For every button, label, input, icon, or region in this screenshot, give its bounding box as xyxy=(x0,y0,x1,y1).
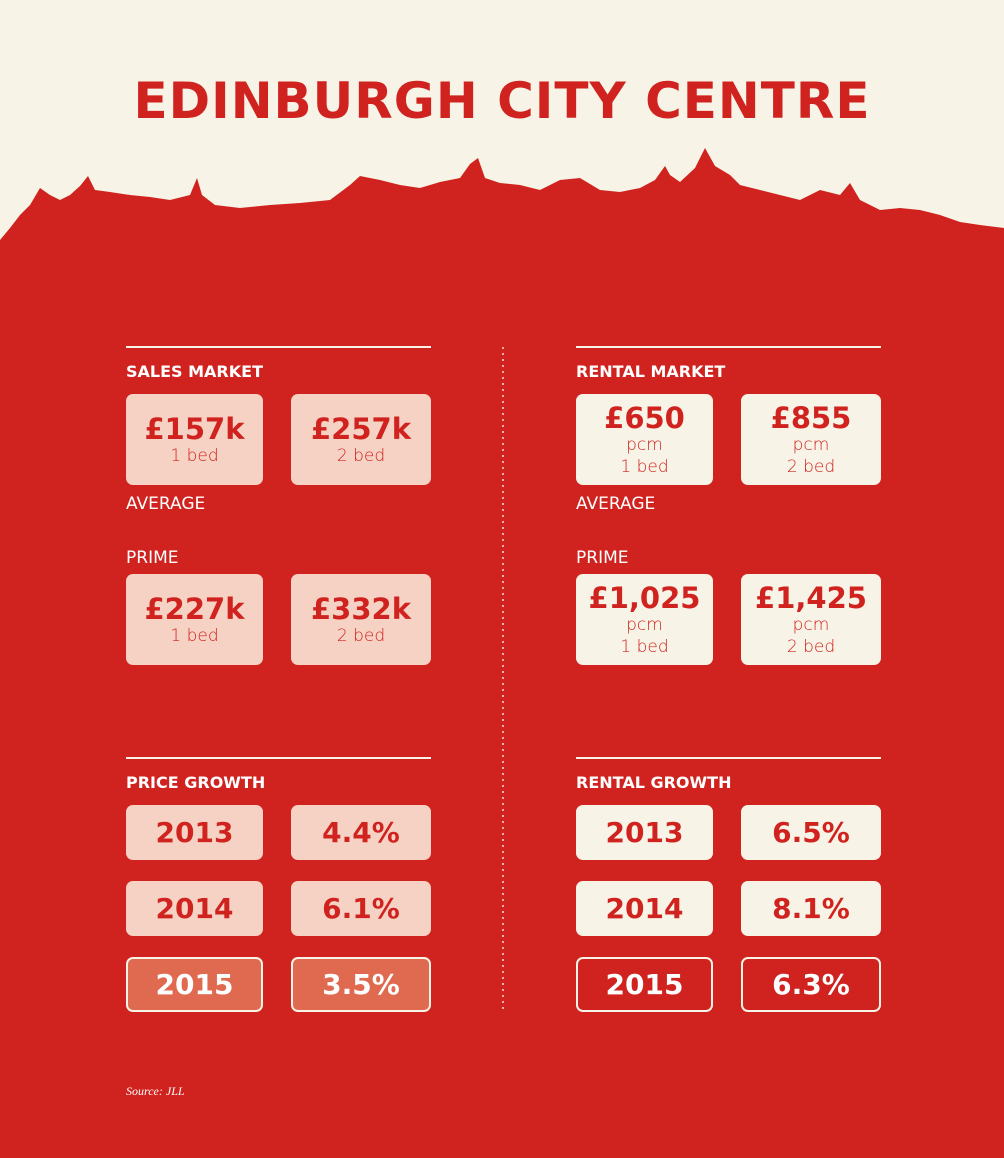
price-detail: 1 bed xyxy=(170,625,219,646)
price-detail: 2 bed xyxy=(336,445,386,466)
price-value: £650 xyxy=(604,400,685,435)
growth-rate: 6.1% xyxy=(322,892,400,925)
growth-year: 2013 xyxy=(155,816,234,849)
price-detail: pcm xyxy=(626,434,663,455)
price-detail: 1 bed xyxy=(170,445,219,466)
divider xyxy=(576,757,881,759)
price-box: £257k 2 bed xyxy=(291,394,431,485)
growth-box: 2015 xyxy=(126,957,263,1012)
growth-year: 2015 xyxy=(605,968,684,1001)
group-label: PRIME xyxy=(126,548,179,568)
growth-year: 2014 xyxy=(605,892,684,925)
price-detail: 1 bed xyxy=(620,456,669,477)
growth-year: 2015 xyxy=(155,968,234,1001)
price-value: £227k xyxy=(144,591,245,626)
growth-rate: 6.3% xyxy=(772,968,850,1001)
price-box: £332k 2 bed xyxy=(291,574,431,665)
growth-box: 6.1% xyxy=(291,881,431,936)
growth-box: 2014 xyxy=(126,881,263,936)
growth-box: 3.5% xyxy=(291,957,431,1012)
price-value: £855 xyxy=(770,400,852,435)
price-value: £1,425 xyxy=(755,580,867,615)
price-value: £332k xyxy=(311,591,411,626)
group-label: AVERAGE xyxy=(126,494,206,514)
growth-box: 8.1% xyxy=(741,881,881,936)
divider xyxy=(576,346,881,348)
price-detail: 2 bed xyxy=(786,636,836,657)
growth-box: 4.4% xyxy=(291,805,431,860)
price-value: £1,025 xyxy=(588,580,701,615)
price-detail: 2 bed xyxy=(786,456,836,477)
growth-year: 2013 xyxy=(605,816,684,849)
growth-box: 2015 xyxy=(576,957,713,1012)
title: EDINBURGH CITY CENTRE xyxy=(133,72,871,130)
source: Source: JLL xyxy=(126,1084,185,1098)
growth-box: 6.3% xyxy=(741,957,881,1012)
growth-box: 6.5% xyxy=(741,805,881,860)
price-box: £650 pcm 1 bed xyxy=(576,394,713,485)
price-box: £1,025 pcm 1 bed xyxy=(576,574,713,665)
growth-box: 2014 xyxy=(576,881,713,936)
price-detail: 1 bed xyxy=(620,636,669,657)
growth-rate: 3.5% xyxy=(322,968,400,1001)
price-detail: pcm xyxy=(792,614,830,635)
group-label: PRIME xyxy=(576,548,629,568)
growth-rate: 6.5% xyxy=(772,816,850,849)
section-heading: RENTAL GROWTH xyxy=(576,773,732,792)
growth-box: 2013 xyxy=(576,805,713,860)
group-label: AVERAGE xyxy=(576,494,656,514)
growth-box: 2013 xyxy=(126,805,263,860)
divider xyxy=(126,757,431,759)
price-box: £157k 1 bed xyxy=(126,394,263,485)
price-value: £257k xyxy=(311,411,411,446)
growth-rate: 8.1% xyxy=(772,892,850,925)
price-box: £1,425 pcm 2 bed xyxy=(741,574,881,665)
growth-rate: 4.4% xyxy=(322,816,400,849)
growth-year: 2014 xyxy=(155,892,234,925)
price-value: £157k xyxy=(144,411,245,446)
price-detail: 2 bed xyxy=(336,625,386,646)
section-heading: PRICE GROWTH xyxy=(126,773,266,792)
price-detail: pcm xyxy=(792,434,830,455)
price-box: £855 pcm 2 bed xyxy=(741,394,881,485)
price-detail: pcm xyxy=(626,614,663,635)
divider xyxy=(126,346,431,348)
section-heading: SALES MARKET xyxy=(126,362,263,381)
price-box: £227k 1 bed xyxy=(126,574,263,665)
section-heading: RENTAL MARKET xyxy=(576,362,726,381)
